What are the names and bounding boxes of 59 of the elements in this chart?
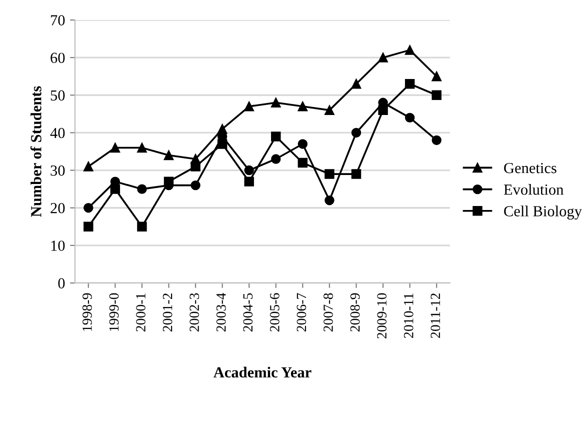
point — [164, 150, 174, 160]
point — [324, 105, 334, 116]
x-tick-label: 2000-1 — [136, 294, 146, 332]
point — [298, 139, 308, 149]
y-axis-title: Number of Students — [30, 86, 42, 217]
point — [84, 162, 94, 172]
point — [404, 79, 415, 89]
y-tick-label: 40 — [50, 128, 65, 138]
x-tick-label: 2006-7 — [296, 293, 306, 332]
x-tick-label: 2011-12 — [430, 293, 440, 338]
y-tick-label: 70 — [51, 15, 65, 26]
x-tick-label: 2002-3 — [190, 293, 200, 332]
point — [110, 142, 120, 153]
point — [271, 98, 281, 108]
point — [404, 45, 415, 55]
point — [190, 162, 200, 172]
point — [432, 135, 442, 146]
x-tick-label: 2007-8 — [324, 293, 333, 332]
y-tick-label: 30 — [50, 165, 65, 176]
point — [137, 222, 147, 232]
point — [271, 154, 281, 164]
point — [351, 128, 362, 138]
legend-label: Cell Biology — [504, 206, 582, 220]
y-tick-label: 60 — [50, 52, 65, 64]
point — [324, 195, 334, 206]
point — [351, 79, 362, 89]
x-tick-label: 1999-0 — [109, 293, 119, 331]
point — [432, 90, 442, 100]
legend-label: Evolution — [504, 184, 564, 195]
point — [324, 169, 334, 179]
point — [244, 102, 254, 112]
x-tick-label: 1998-9 — [82, 293, 92, 331]
x-tick-label: 2003-4 — [216, 292, 226, 332]
point — [137, 184, 147, 194]
x-tick-label: 2008-9 — [350, 293, 360, 332]
y-tick-label: 20 — [50, 203, 65, 214]
point — [404, 112, 415, 123]
point — [244, 165, 254, 176]
x-tick-label: 2010-11 — [404, 294, 414, 338]
point — [84, 202, 94, 213]
point — [137, 142, 147, 153]
point — [298, 102, 308, 112]
point — [190, 180, 200, 190]
point — [378, 52, 388, 62]
legend-label: Genetics — [504, 162, 556, 174]
y-tick-label: 50 — [50, 90, 65, 101]
point — [432, 71, 442, 82]
x-tick-label: 2001-2 — [162, 293, 172, 332]
point — [298, 158, 308, 168]
point — [271, 132, 281, 142]
point — [244, 176, 254, 186]
x-tick-label: 2009-10 — [377, 293, 387, 338]
point — [84, 222, 94, 232]
y-tick-label: 0 — [58, 278, 65, 288]
x-tick-label: 2005-6 — [270, 293, 280, 332]
point — [351, 169, 362, 179]
x-axis-title: Academic Year — [214, 366, 312, 378]
x-tick-label: 2004-5 — [243, 293, 253, 332]
y-tick-label: 10 — [51, 240, 65, 251]
